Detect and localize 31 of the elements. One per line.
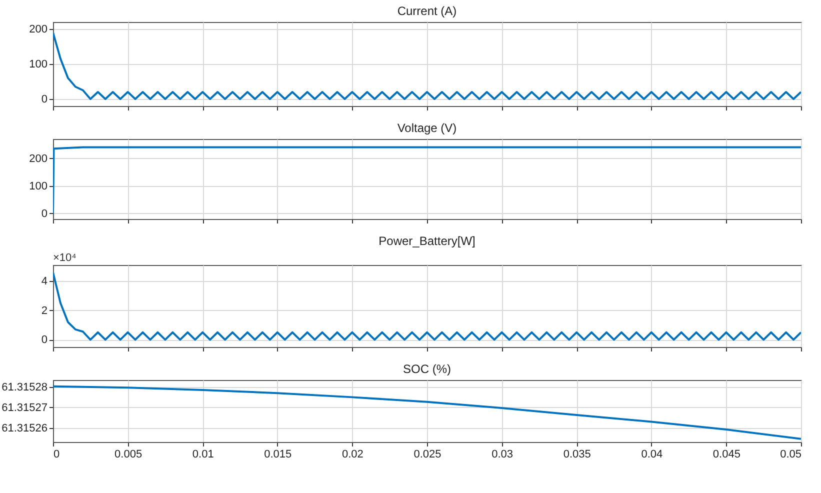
- text: ×10⁴: [53, 252, 77, 264]
- y-tick-label: 2: [41, 304, 48, 317]
- x-tick-label: 0.005: [114, 448, 142, 460]
- chart-title: Voltage (V): [397, 121, 457, 135]
- x-tick-label: 0: [54, 448, 60, 460]
- chart-title: Current (A): [397, 4, 457, 18]
- y-tick-label: 0: [41, 94, 48, 106]
- y-tick-label: 4: [41, 276, 48, 288]
- y-tick-label: 100: [29, 180, 48, 192]
- y-tick-label: 61.31527: [2, 402, 48, 414]
- line-series: [53, 385, 801, 440]
- x-tick-label: 0.015: [264, 448, 292, 460]
- y-tick-label: 0: [41, 208, 48, 220]
- line-series: [53, 32, 801, 100]
- y-tick-label: 61.31528: [2, 381, 48, 394]
- x-tick-label: 0.04: [641, 448, 663, 460]
- line-series: [53, 271, 801, 341]
- y-tick-label: 100: [29, 58, 48, 70]
- y-tick-label: 200: [29, 152, 48, 165]
- x-tick-label: 0.045: [712, 448, 740, 460]
- chart-title: Power_Battery[W]: [378, 234, 476, 248]
- chart-title: SOC (%): [403, 362, 452, 376]
- x-tick-label: 0.05: [780, 448, 802, 460]
- x-tick-label: 0.01: [192, 448, 214, 460]
- x-tick-label: 0.035: [563, 448, 591, 460]
- y-tick-label: 200: [29, 24, 48, 36]
- y-tick-label: 61.31526: [2, 422, 48, 434]
- x-tick-label: 0.025: [414, 448, 442, 460]
- x-tick-label: 0.03: [492, 448, 514, 460]
- y-tick-label: 0: [41, 334, 48, 346]
- x-tick-label: 0.02: [342, 448, 364, 460]
